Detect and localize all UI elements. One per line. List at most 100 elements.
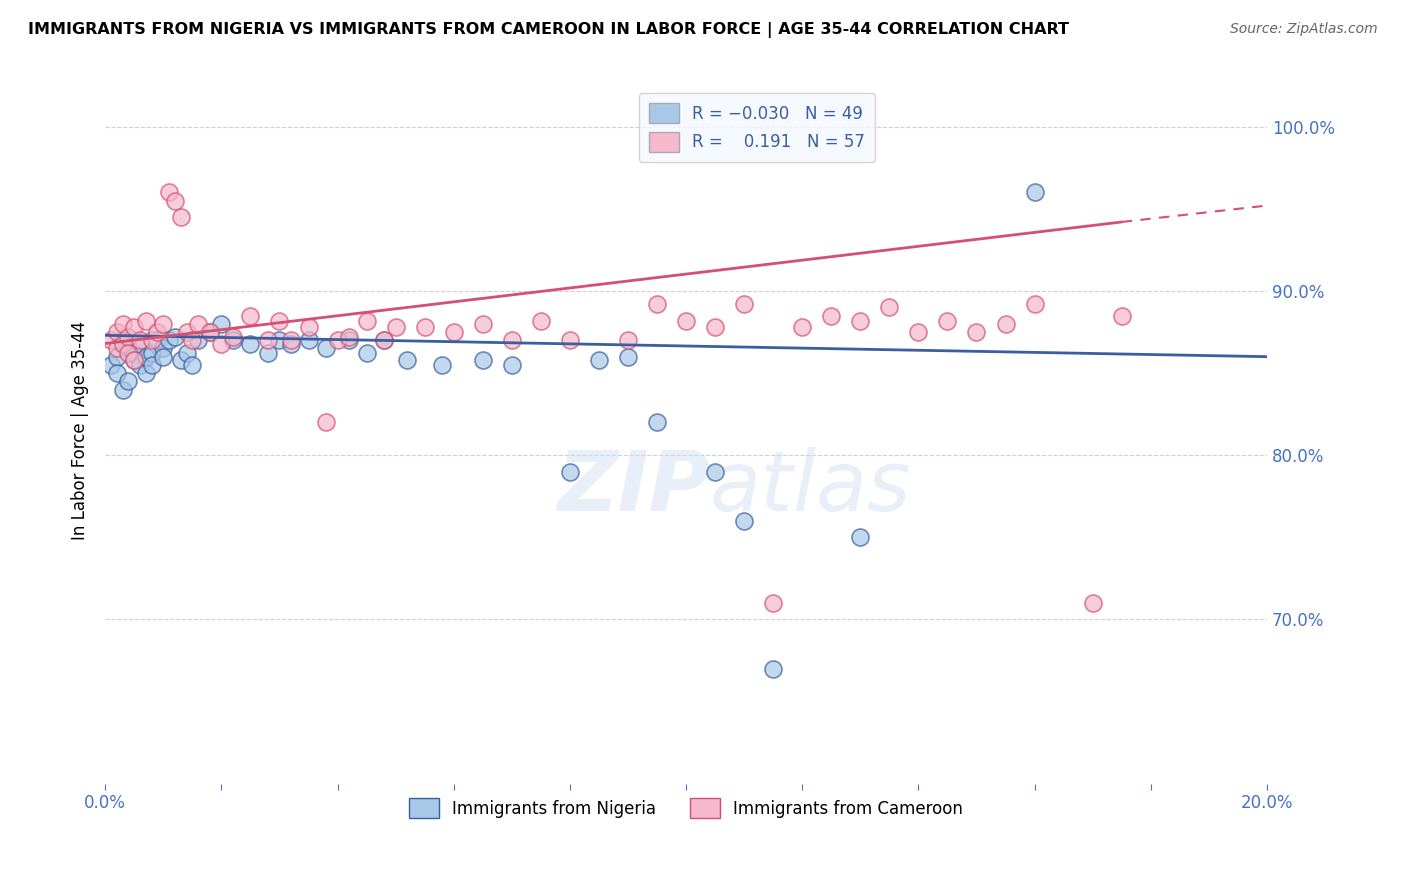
Text: Source: ZipAtlas.com: Source: ZipAtlas.com <box>1230 22 1378 37</box>
Point <box>820 309 842 323</box>
Point <box>181 358 204 372</box>
Point <box>187 333 209 347</box>
Point <box>1111 309 1133 323</box>
Point <box>337 333 360 347</box>
Point <box>105 350 128 364</box>
Point <box>1024 297 1046 311</box>
Point <box>1081 596 1104 610</box>
Point <box>181 333 204 347</box>
Point <box>100 358 122 372</box>
Point <box>122 346 145 360</box>
Point <box>384 320 406 334</box>
Point <box>176 346 198 360</box>
Point <box>315 416 337 430</box>
Point <box>141 358 163 372</box>
Point <box>501 333 523 347</box>
Point <box>163 330 186 344</box>
Point <box>111 336 134 351</box>
Text: IMMIGRANTS FROM NIGERIA VS IMMIGRANTS FROM CAMEROON IN LABOR FORCE | AGE 35-44 C: IMMIGRANTS FROM NIGERIA VS IMMIGRANTS FR… <box>28 22 1069 38</box>
Point <box>413 320 436 334</box>
Point <box>879 301 901 315</box>
Point <box>733 297 755 311</box>
Point <box>198 325 221 339</box>
Point <box>146 333 169 347</box>
Point <box>645 297 668 311</box>
Point <box>280 333 302 347</box>
Point <box>936 313 959 327</box>
Point <box>269 333 291 347</box>
Point <box>297 320 319 334</box>
Point <box>105 366 128 380</box>
Point <box>530 313 553 327</box>
Point <box>117 342 139 356</box>
Point <box>675 313 697 327</box>
Point <box>117 346 139 360</box>
Point <box>762 662 785 676</box>
Point <box>430 358 453 372</box>
Point <box>239 309 262 323</box>
Point <box>122 353 145 368</box>
Point <box>257 333 280 347</box>
Point <box>257 346 280 360</box>
Point <box>141 346 163 360</box>
Text: atlas: atlas <box>709 447 911 527</box>
Point <box>280 336 302 351</box>
Point <box>111 333 134 347</box>
Point <box>141 333 163 347</box>
Legend: Immigrants from Nigeria, Immigrants from Cameroon: Immigrants from Nigeria, Immigrants from… <box>402 791 970 825</box>
Point <box>135 350 157 364</box>
Point <box>269 313 291 327</box>
Point <box>471 353 494 368</box>
Point <box>617 350 640 364</box>
Point <box>152 317 174 331</box>
Point <box>105 325 128 339</box>
Point <box>209 317 232 331</box>
Point <box>239 336 262 351</box>
Point <box>135 366 157 380</box>
Point <box>111 383 134 397</box>
Point <box>704 465 727 479</box>
Point <box>170 210 193 224</box>
Point <box>105 342 128 356</box>
Point <box>792 320 814 334</box>
Point <box>135 313 157 327</box>
Point <box>704 320 727 334</box>
Point <box>617 333 640 347</box>
Point <box>100 333 122 347</box>
Point <box>443 325 465 339</box>
Point <box>966 325 988 339</box>
Point <box>558 465 581 479</box>
Point <box>209 336 232 351</box>
Point <box>337 330 360 344</box>
Point <box>849 313 872 327</box>
Point <box>157 186 180 200</box>
Point <box>373 333 395 347</box>
Point <box>129 333 152 347</box>
Point <box>588 353 610 368</box>
Point <box>187 317 209 331</box>
Point <box>849 530 872 544</box>
Point <box>994 317 1017 331</box>
Point <box>907 325 929 339</box>
Point <box>129 358 152 372</box>
Point <box>122 353 145 368</box>
Point <box>558 333 581 347</box>
Point <box>762 596 785 610</box>
Point <box>152 350 174 364</box>
Point <box>170 353 193 368</box>
Point <box>122 320 145 334</box>
Point <box>356 346 378 360</box>
Point <box>146 325 169 339</box>
Point <box>501 358 523 372</box>
Point <box>356 313 378 327</box>
Point <box>733 514 755 528</box>
Point <box>152 342 174 356</box>
Point <box>129 336 152 351</box>
Point <box>198 325 221 339</box>
Point <box>117 330 139 344</box>
Point <box>157 333 180 347</box>
Point <box>471 317 494 331</box>
Y-axis label: In Labor Force | Age 35-44: In Labor Force | Age 35-44 <box>72 321 89 541</box>
Point <box>117 374 139 388</box>
Point <box>222 333 245 347</box>
